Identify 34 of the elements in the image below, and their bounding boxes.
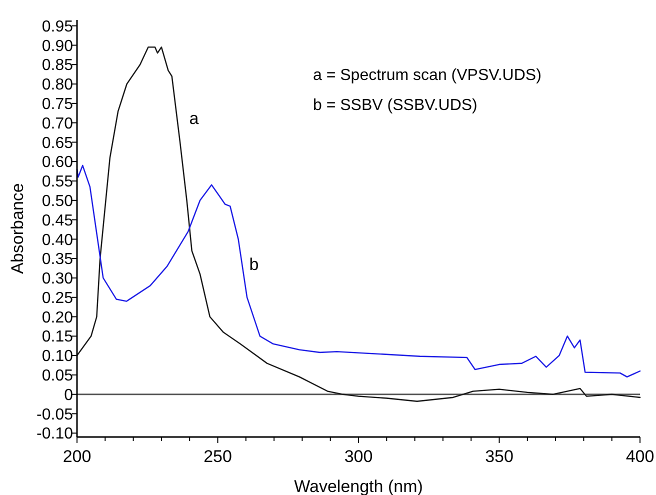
y-tick-label: 0.95 [42, 18, 74, 36]
x-tick-label: 350 [485, 447, 514, 466]
x-tick-label: 400 [626, 447, 654, 466]
y-tick-label: 0.55 [42, 174, 74, 191]
annotation: b [249, 255, 259, 274]
y-tick-label: -0.05 [36, 406, 74, 424]
line-series [76, 46, 641, 402]
y-tick-label: 0.35 [42, 251, 74, 268]
annotation: a [189, 109, 200, 128]
y-tick-label: 0.15 [42, 328, 74, 346]
x-tick-label: 200 [62, 447, 92, 466]
y-tick-label: 0 [64, 386, 74, 404]
y-tick-label: -0.10 [36, 426, 74, 443]
y-tick-label: 0.70 [42, 115, 74, 132]
y-tick-label: 0.40 [42, 232, 74, 249]
annotation: a = Spectrum scan (VPSV.UDS) [313, 67, 542, 84]
y-tick-label: 0.75 [42, 96, 74, 113]
y-tick-label: 0.10 [42, 348, 74, 366]
x-tick-label: 300 [344, 447, 373, 466]
y-tick-label: 0.45 [42, 212, 74, 230]
y-tick-label: 0.85 [42, 57, 74, 74]
y-tick-label: 0.30 [42, 270, 74, 288]
y-axis-title: Absorbance [8, 183, 27, 274]
line-series [76, 164, 641, 378]
x-tick-label: 250 [204, 447, 232, 466]
y-tick-label: 0.80 [42, 76, 74, 94]
y-tick-label: 0.90 [42, 38, 74, 55]
y-tick-label: 0.05 [42, 368, 74, 385]
y-tick-label: 0.60 [42, 154, 74, 172]
y-tick-label: 0.20 [42, 309, 74, 326]
annotation: b = SSBV (SSBV.UDS) [313, 97, 478, 114]
y-tick-label: 0.25 [42, 290, 74, 307]
y-tick-label: 0.65 [42, 134, 74, 152]
y-tick-label: 0.50 [42, 192, 74, 210]
